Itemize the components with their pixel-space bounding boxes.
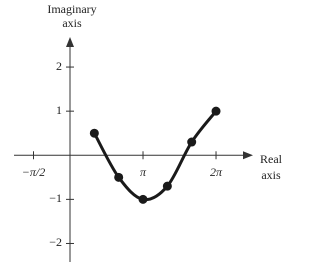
x-tick-label: π [140, 165, 147, 179]
point [187, 137, 197, 147]
y-tick-label: −1 [49, 191, 62, 205]
y-arrow [66, 37, 75, 47]
x-tick-label: 2π [210, 165, 223, 179]
x-arrow [243, 151, 253, 160]
y-tick-label: 1 [56, 103, 62, 117]
point [114, 172, 124, 182]
point [89, 128, 99, 138]
point [211, 106, 221, 116]
point [162, 181, 172, 191]
x-tick-label: −π/2 [22, 165, 45, 179]
chart: Imaginary axis Real axis −π/2 π 2π 2 1 −1 −2 [14, 2, 283, 262]
point [138, 194, 148, 204]
y-axis-label: Imaginary axis [47, 2, 96, 30]
y-tick-label: 2 [56, 59, 62, 73]
y-tick-label: −2 [49, 235, 62, 249]
x-axis-label: Real axis [260, 152, 283, 182]
